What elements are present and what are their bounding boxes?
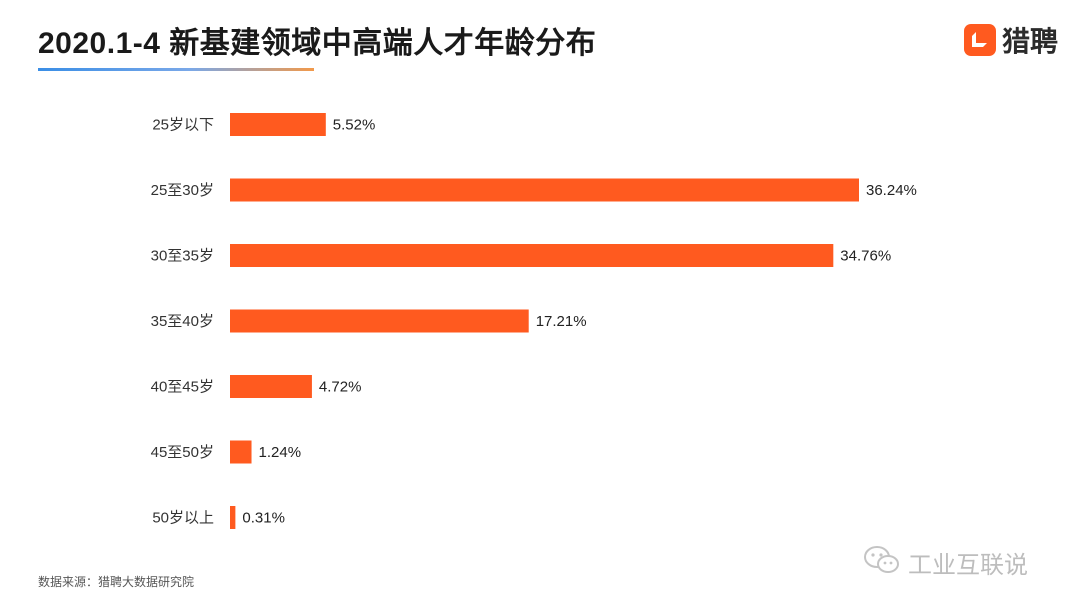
wechat-icon: [862, 544, 902, 581]
title-underline: [38, 68, 314, 71]
category-label: 25岁以下: [152, 117, 214, 134]
brand-name: 猎聘: [1001, 26, 1058, 57]
brand: 猎聘: [963, 20, 1058, 60]
bar: [230, 244, 834, 267]
value-label: 4.72%: [319, 379, 362, 396]
category-label: 50岁以上: [152, 510, 214, 527]
bar: [230, 309, 529, 333]
watermark: 工业互联说: [862, 544, 1028, 581]
category-label: 40至45岁: [151, 379, 214, 396]
value-label: 0.31%: [242, 510, 285, 527]
watermark-text: 工业互联说: [908, 552, 1028, 579]
data-source-note: 数据来源：猎聘大数据研究院: [38, 575, 195, 589]
category-label: 30至35岁: [151, 248, 214, 265]
value-label: 17.21%: [536, 313, 587, 330]
bar: [230, 440, 252, 464]
liepin-logo-icon: [963, 24, 996, 56]
value-label: 34.76%: [840, 248, 891, 265]
bar: [230, 375, 312, 398]
category-label: 35至40岁: [151, 313, 214, 330]
bar: [230, 506, 236, 529]
category-label: 45至50岁: [151, 444, 214, 461]
bar: [230, 178, 859, 202]
value-label: 5.52%: [333, 117, 376, 134]
value-label: 1.24%: [259, 444, 302, 461]
page-title: 2020.1-4 新基建领域中高端人才年龄分布: [38, 27, 597, 60]
value-label: 36.24%: [866, 182, 917, 199]
bar: [230, 113, 326, 136]
category-label: 25至30岁: [151, 182, 214, 199]
